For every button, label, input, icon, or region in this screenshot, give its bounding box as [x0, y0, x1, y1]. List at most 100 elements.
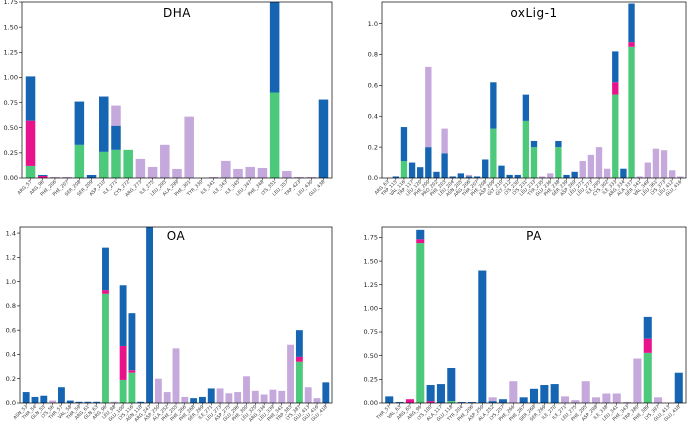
bar-ARG_206-seg3	[465, 176, 473, 178]
bar-ARG_57-seg2	[25, 120, 36, 166]
bar-GLY_212-seg3	[506, 174, 513, 178]
bar-GLU_296-seg4	[234, 392, 242, 403]
bar-SER_239-seg3	[563, 174, 570, 178]
bar-ILE_271-seg3	[207, 388, 215, 403]
ytick-label: 0.6	[368, 82, 378, 90]
ytick-label: 0.8	[6, 302, 16, 310]
bar-THR_54-seg3	[31, 396, 39, 403]
ytick-label: 0.4	[6, 351, 16, 359]
bar-GLU_418-seg3	[322, 382, 330, 403]
bar-PHE_203-seg3	[441, 153, 448, 178]
ytick-label: 1.0	[6, 278, 16, 286]
bar-ILE_345-seg4	[233, 168, 243, 178]
ytick-label: 0.25	[4, 149, 18, 157]
bar-GLU_100-seg2	[119, 345, 127, 380]
bar-ASP_209-seg1	[490, 128, 497, 178]
ytick-label: 1.00	[364, 305, 378, 313]
bar-ARG_96-seg3	[37, 174, 48, 176]
bar-ARG_247-seg3	[146, 227, 153, 403]
bar-ASP_298-seg4	[592, 397, 601, 403]
bar-VAL_58-seg3	[66, 400, 74, 403]
bar-LEU_339-seg4	[269, 389, 277, 403]
bar-PHE_389-seg2	[643, 338, 652, 353]
bar-LYS_373-seg4	[660, 150, 668, 178]
bar-PHE_203-seg4	[441, 128, 448, 154]
bar-THR_59-seg3	[75, 401, 83, 403]
bar-ARG_96-seg3	[102, 247, 109, 291]
bar-LYS_231-seg1	[522, 120, 530, 178]
bar-ARG_273-seg4	[135, 158, 146, 178]
ytick-label: 1.2	[6, 254, 16, 262]
bar-GLU_416-seg4	[677, 176, 684, 178]
bar-TRP_383-seg4	[287, 344, 295, 403]
bar-PHE_238-seg1	[555, 147, 562, 178]
bar-TRP_423-seg4	[294, 176, 304, 178]
bar-VAL_349-seg4	[644, 162, 651, 178]
ytick-label: 1.75	[4, 0, 18, 6]
bar-ASP_269-seg3	[571, 171, 578, 178]
bar-LEU_273-seg4	[587, 154, 595, 178]
bar-LEU_120-seg3	[417, 167, 424, 178]
bar-ILE_275-seg4	[147, 166, 158, 178]
bar-LEU_233-seg3	[530, 140, 538, 148]
bar-PHE_206-seg4	[50, 176, 60, 178]
ytick-label: 0.50	[4, 124, 18, 132]
bar-ASP_209-seg3	[490, 82, 497, 129]
bar-PHE_301-seg4	[184, 116, 194, 178]
bar-ILE_341-seg4	[208, 176, 219, 178]
bar-LEU_357-seg4	[282, 170, 292, 178]
panel-dha: DHA0.000.250.500.751.001.251.501.75ARG_5…	[4, 0, 333, 198]
bar-ALA_252-seg4	[163, 392, 171, 403]
bar-ASP_275-seg4	[225, 393, 233, 403]
bar-LYS_116-seg1	[128, 372, 136, 403]
bar-LEU_271-seg4	[579, 161, 586, 178]
bar-LEU_347-seg4	[245, 166, 255, 178]
bar-LYS_100-seg2	[426, 401, 435, 403]
bar-LEU_275-seg4	[571, 400, 580, 403]
bar-ILE_333-seg3	[612, 51, 619, 83]
bar-SER_269-seg3	[199, 396, 206, 403]
bar-GLN_55-seg3	[40, 395, 48, 403]
bar-ASP_210-seg3	[99, 96, 109, 152]
ytick-label: 0.0	[368, 174, 378, 182]
bar-GLY_210-seg3	[498, 165, 505, 178]
ytick-label: 1.25	[4, 48, 18, 56]
ytick-label: 1.25	[364, 281, 378, 289]
bar-ASN_118-seg3	[137, 401, 145, 403]
bar-ARG_96-seg1	[416, 243, 425, 403]
bar-PHE_341-seg4	[278, 390, 286, 403]
bar-PHE_207-seg4	[62, 176, 72, 178]
bar-SER_269-seg3	[540, 385, 549, 403]
ytick-label: 1.75	[364, 234, 378, 242]
bar-ARG_57-seg1	[25, 165, 36, 178]
bar-SER_209-seg3	[86, 174, 97, 178]
bar-GLU_118-seg3	[447, 367, 456, 402]
ytick-label: 0.00	[4, 174, 18, 182]
ytick-label: 0.75	[364, 328, 378, 336]
bar-ALA_337-seg2	[628, 42, 635, 47]
ytick-label: 0.25	[364, 376, 378, 384]
bar-LYS_257-seg3	[498, 399, 508, 403]
bar-ILE_338-seg4	[602, 393, 611, 403]
bar-ALA_117-seg3	[436, 384, 445, 403]
bar-PHE_200-seg3	[425, 147, 432, 178]
bar-PHE_343-seg4	[623, 402, 632, 403]
ytick-label: 1.0	[368, 20, 378, 28]
bar-LYS_387-seg3	[295, 330, 303, 357]
panel-oxlig-1: oxLig-10.00.20.40.60.81.0ARG_63TRP_115VA…	[368, 1, 687, 199]
panel-title: oxLig-1	[510, 6, 557, 20]
bar-ILE_271-seg4	[560, 396, 570, 403]
bar-THR_57-seg3	[57, 387, 65, 403]
bar-ARG_96-seg1	[102, 293, 109, 403]
ytick-label: 0.00	[364, 399, 378, 407]
bar-LEU_273-seg4	[216, 388, 224, 403]
bar-ILE_271-seg3	[111, 125, 121, 150]
bar-ASN_53-seg3	[22, 392, 30, 403]
bar-LYS_351-seg3	[269, 2, 280, 93]
bar-ARG_206-seg4	[465, 174, 473, 177]
bar-LYS_116-seg2	[128, 370, 136, 373]
bar-TRP_115-seg3	[392, 176, 399, 178]
ytick-label: 0.0	[6, 399, 16, 407]
bar-VAL_116-seg3	[400, 127, 408, 162]
